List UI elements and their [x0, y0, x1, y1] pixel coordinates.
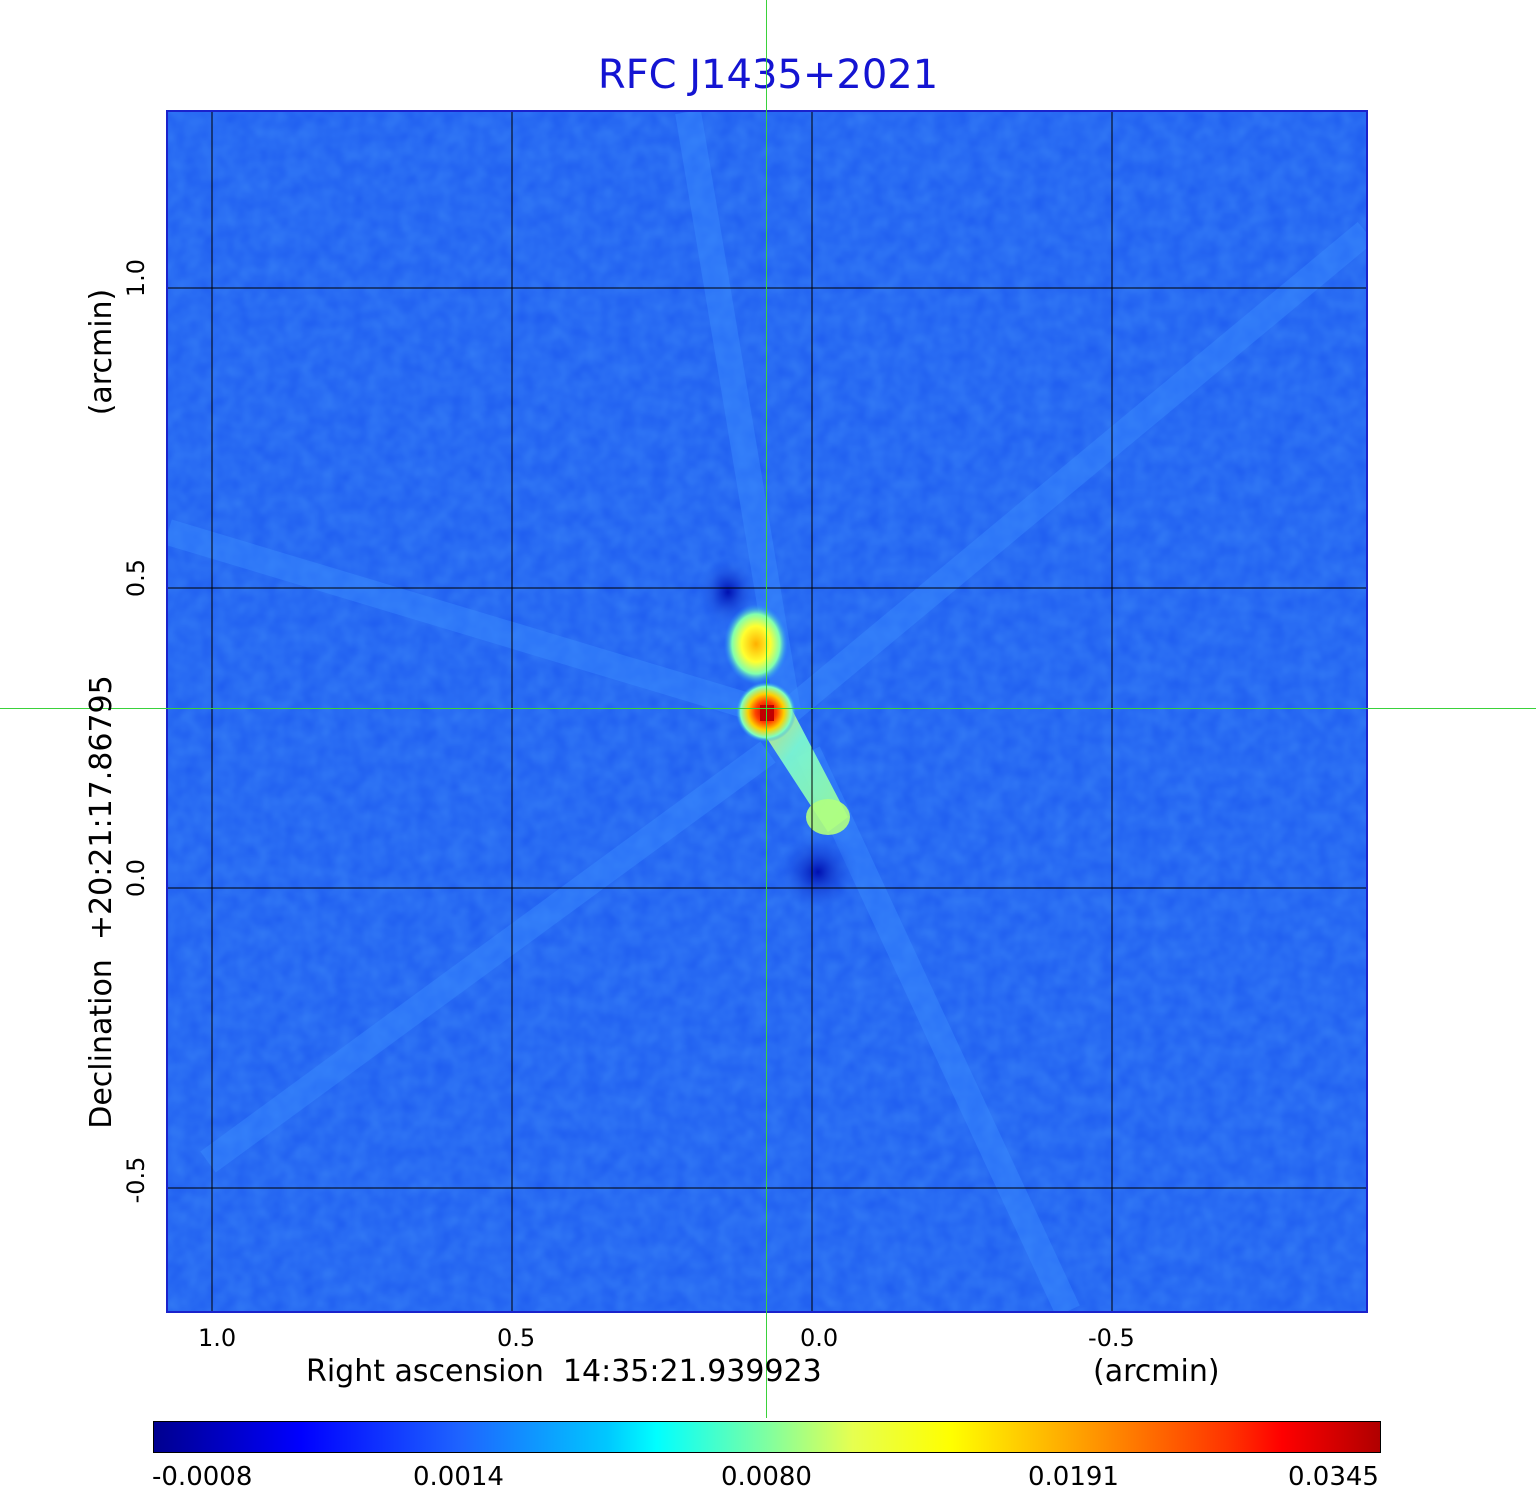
y-tick-label: -0.5 — [122, 1156, 150, 1204]
plot-title: RFC J1435+2021 — [597, 52, 939, 98]
x-axis-label: Right ascension 14:35:21.939923 — [306, 1354, 822, 1389]
radio-image — [168, 112, 1366, 1311]
y-axis-unit: (arcmin) — [84, 288, 119, 416]
sidelobe-streaks — [168, 112, 1366, 1311]
y-tick-label: 1.0 — [122, 258, 150, 298]
crosshair-vertical — [766, 0, 767, 1418]
coordinate-grid — [168, 112, 1366, 1311]
x-tick-label: -0.5 — [1088, 1324, 1135, 1352]
negative-region — [778, 832, 858, 912]
colorbar-tick-label: 0.0080 — [721, 1462, 812, 1492]
x-axis-unit: (arcmin) — [1093, 1354, 1220, 1389]
y-tick-label: 0.0 — [122, 858, 150, 898]
x-tick-label: 1.0 — [198, 1324, 237, 1352]
y-axis-label: Declination +20:21:17.86795 — [84, 675, 119, 1129]
crosshair-horizontal — [0, 708, 1536, 709]
radio-image-panel[interactable] — [166, 110, 1368, 1313]
colorbar-tick-label: 0.0191 — [1028, 1462, 1119, 1492]
y-tick-label: 0.5 — [122, 558, 150, 598]
northern-component — [724, 604, 788, 684]
jet-knot — [806, 799, 850, 835]
x-tick-label: 0.5 — [497, 1324, 536, 1352]
colorbar-tick-label: -0.0008 — [152, 1462, 253, 1492]
x-tick-label: 0.0 — [800, 1324, 839, 1352]
colorbar — [153, 1421, 1381, 1453]
colorbar-tick-label: 0.0345 — [1288, 1462, 1379, 1492]
colorbar-tick-label: 0.0014 — [413, 1462, 504, 1492]
core-peak — [760, 705, 774, 721]
